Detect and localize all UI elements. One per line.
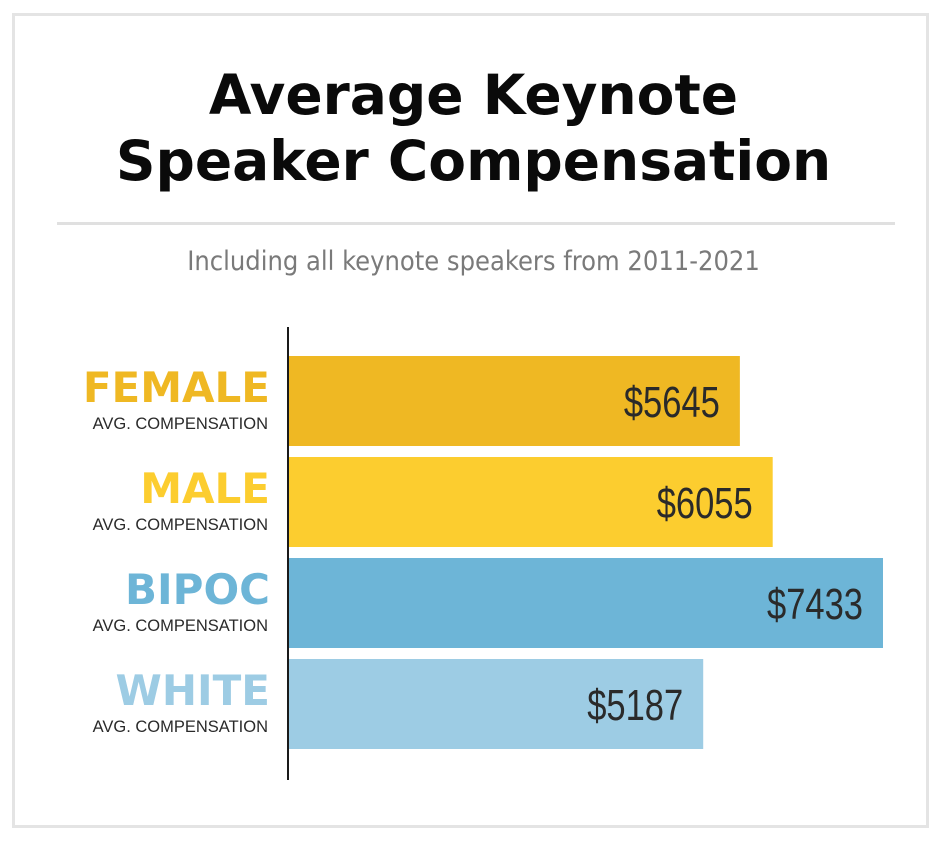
value-label-bipoc: $7433 [767, 580, 863, 629]
bar-male [289, 457, 773, 547]
category-label-female: FEMALE [83, 363, 270, 412]
category-sublabel-male: AVG. COMPENSATION [93, 516, 268, 534]
bar-bipoc [289, 558, 883, 648]
title-divider [57, 222, 895, 225]
chart-title: Average Keynote Speaker Compensation [0, 62, 947, 194]
chart-subtitle: Including all keynote speakers from 2011… [187, 246, 760, 277]
bar-female [289, 356, 740, 446]
category-label-bipoc: BIPOC [125, 565, 270, 614]
category-label-white: WHITE [116, 666, 270, 715]
chart-title-line-1: Average Keynote [208, 63, 739, 127]
category-label-male: MALE [140, 464, 270, 513]
chart-title-line-2: Speaker Compensation [115, 129, 832, 193]
category-sublabel-white: AVG. COMPENSATION [93, 718, 268, 736]
value-label-white: $5187 [587, 681, 683, 730]
bar-white [289, 659, 704, 749]
category-sublabel-female: AVG. COMPENSATION [93, 415, 268, 433]
category-sublabel-bipoc: AVG. COMPENSATION [93, 617, 268, 635]
value-label-male: $6055 [657, 479, 753, 528]
value-label-female: $5645 [624, 378, 720, 427]
